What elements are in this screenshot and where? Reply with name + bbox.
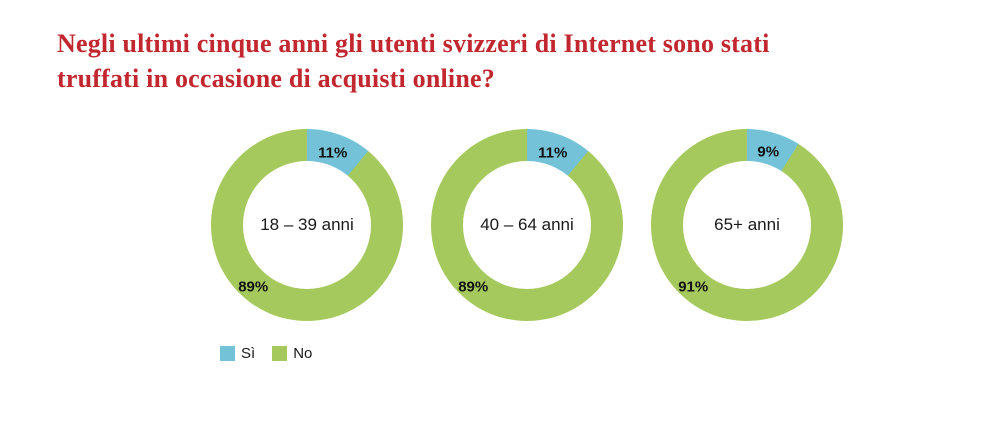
si-percent-label: 11% <box>318 144 348 162</box>
legend-item-no: No <box>272 345 312 362</box>
donut-hole: 65+ anni <box>683 161 811 289</box>
legend-label: Sì <box>241 345 256 362</box>
donut-charts-row: 18 – 39 anni 11% 89% 40 – 64 anni 11% 89% 65+ … <box>211 129 843 321</box>
legend-swatch-icon <box>272 346 288 361</box>
age-group-label: 18 – 39 anni <box>260 215 354 234</box>
no-percent-label: 91% <box>678 278 709 296</box>
chart-title: Negli ultimi cinque anni gli utenti sviz… <box>57 29 770 93</box>
legend-item-si: Sì <box>220 345 255 362</box>
si-percent-label: 9% <box>757 143 780 161</box>
legend-swatch-icon <box>220 346 235 361</box>
legend-label: No <box>293 345 313 362</box>
age-group-label: 40 – 64 anni <box>480 215 574 234</box>
donut-chart: 65+ anni 9% 91% <box>651 129 843 321</box>
si-percent-label: 11% <box>538 144 568 162</box>
donut-chart: 18 – 39 anni 11% 89% <box>211 129 403 321</box>
donut-hole: 18 – 39 anni <box>243 161 371 289</box>
donut-hole: 40 – 64 anni <box>463 161 591 289</box>
donut-chart: 40 – 64 anni 11% 89% <box>431 129 623 321</box>
legend: Sì No <box>220 345 312 362</box>
no-percent-label: 89% <box>238 278 269 296</box>
age-group-label: 65+ anni <box>714 215 780 234</box>
no-percent-label: 89% <box>458 278 489 296</box>
